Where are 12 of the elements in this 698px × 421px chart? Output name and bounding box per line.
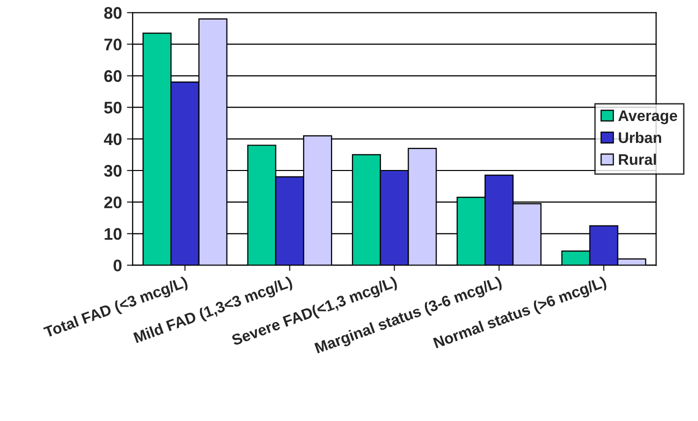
legend-label: Rural <box>618 154 656 165</box>
y-tick-label: 60 <box>104 70 122 82</box>
y-tick-label: 80 <box>104 7 122 19</box>
y-tick-label: 0 <box>114 260 122 272</box>
y-tick-label: 70 <box>104 38 122 50</box>
y-tick-label: 40 <box>104 133 122 146</box>
y-tick-label: 20 <box>104 196 122 208</box>
y-tick-label: 30 <box>104 164 122 177</box>
y-tick-label: 10 <box>104 228 122 240</box>
legend-label: Average <box>618 110 678 124</box>
y-tick-label: 50 <box>104 102 122 114</box>
legend-label: Urban <box>618 132 662 144</box>
